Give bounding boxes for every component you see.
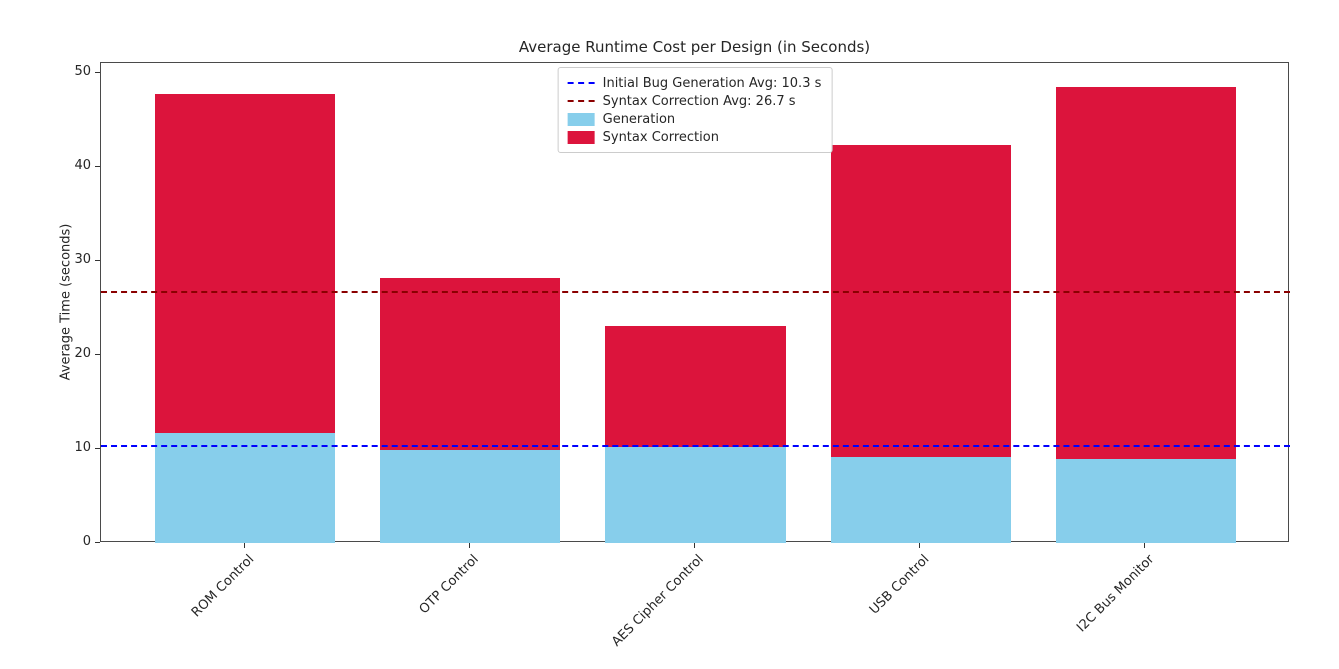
bar-segment-generation-aes-cipher-control — [605, 447, 786, 543]
y-tick-label: 20 — [74, 346, 91, 362]
legend-item-generation: Generation — [567, 110, 822, 128]
bar-segment-generation-otp-control — [380, 450, 561, 543]
y-tick-label: 10 — [74, 440, 91, 456]
legend: Initial Bug Generation Avg: 10.3 s Synta… — [557, 67, 833, 153]
legend-label: Syntax Correction — [602, 129, 719, 145]
plot-area: Initial Bug Generation Avg: 10.3 s Synta… — [100, 62, 1290, 543]
x-tick-label-usb-control: USB Control — [866, 552, 933, 618]
x-tick-mark — [468, 543, 470, 548]
x-tick-mark — [1144, 543, 1146, 548]
x-tick-label-rom-control: ROM Control — [188, 552, 257, 621]
y-tick-label: 0 — [82, 534, 91, 549]
y-tick-mark — [95, 259, 100, 261]
legend-item-syntax-correction-avg: Syntax Correction Avg: 26.7 s — [567, 92, 822, 110]
y-tick-label: 50 — [74, 64, 91, 80]
bar-segment-generation-i2c-bus-monitor — [1055, 459, 1236, 543]
x-tick-label-aes-cipher-control: AES Cipher Control — [609, 552, 708, 650]
x-tick-mark — [919, 543, 921, 548]
chart-title: Average Runtime Cost per Design (in Seco… — [518, 38, 871, 56]
darkred-dashed-line-swatch — [567, 100, 595, 102]
y-tick-mark — [95, 541, 100, 543]
avg-lines-layer — [101, 63, 1290, 541]
syntax-correction-color-swatch — [567, 130, 595, 144]
blue-dashed-line-swatch — [567, 82, 595, 84]
bar-segment-syntax-correction-rom-control — [155, 94, 336, 434]
y-tick-label: 30 — [74, 252, 91, 268]
y-tick-mark — [95, 165, 100, 167]
bar-segment-syntax-correction-aes-cipher-control — [605, 326, 786, 448]
y-tick-mark — [95, 71, 100, 73]
legend-label: Syntax Correction Avg: 26.7 s — [602, 93, 796, 109]
y-tick-mark — [95, 447, 100, 449]
avg-line-syntax-correction-avg-26-7-s — [101, 291, 1290, 294]
bar-segment-generation-rom-control — [155, 433, 336, 543]
x-tick-mark — [694, 543, 695, 548]
bar-segment-syntax-correction-otp-control — [380, 278, 561, 450]
y-tick-label: 40 — [74, 158, 91, 174]
avg-line-initial-bug-generation-avg-10-3-s — [101, 445, 1290, 448]
bar-segment-generation-usb-control — [830, 456, 1011, 543]
x-tick-mark — [243, 543, 245, 548]
legend-item-syntax-correction: Syntax Correction — [567, 128, 822, 146]
legend-item-initial-bug-avg: Initial Bug Generation Avg: 10.3 s — [567, 74, 822, 92]
x-tick-label-otp-control: OTP Control — [416, 552, 482, 618]
generation-color-swatch — [567, 112, 595, 126]
bar-segment-syntax-correction-i2c-bus-monitor — [1055, 87, 1236, 460]
y-tick-mark — [95, 353, 100, 355]
bar-segment-syntax-correction-usb-control — [830, 144, 1011, 457]
legend-label: Generation — [602, 111, 676, 127]
x-tick-label-i2c-bus-monitor: I2C Bus Monitor — [1074, 552, 1158, 636]
legend-label: Initial Bug Generation Avg: 10.3 s — [602, 75, 822, 91]
